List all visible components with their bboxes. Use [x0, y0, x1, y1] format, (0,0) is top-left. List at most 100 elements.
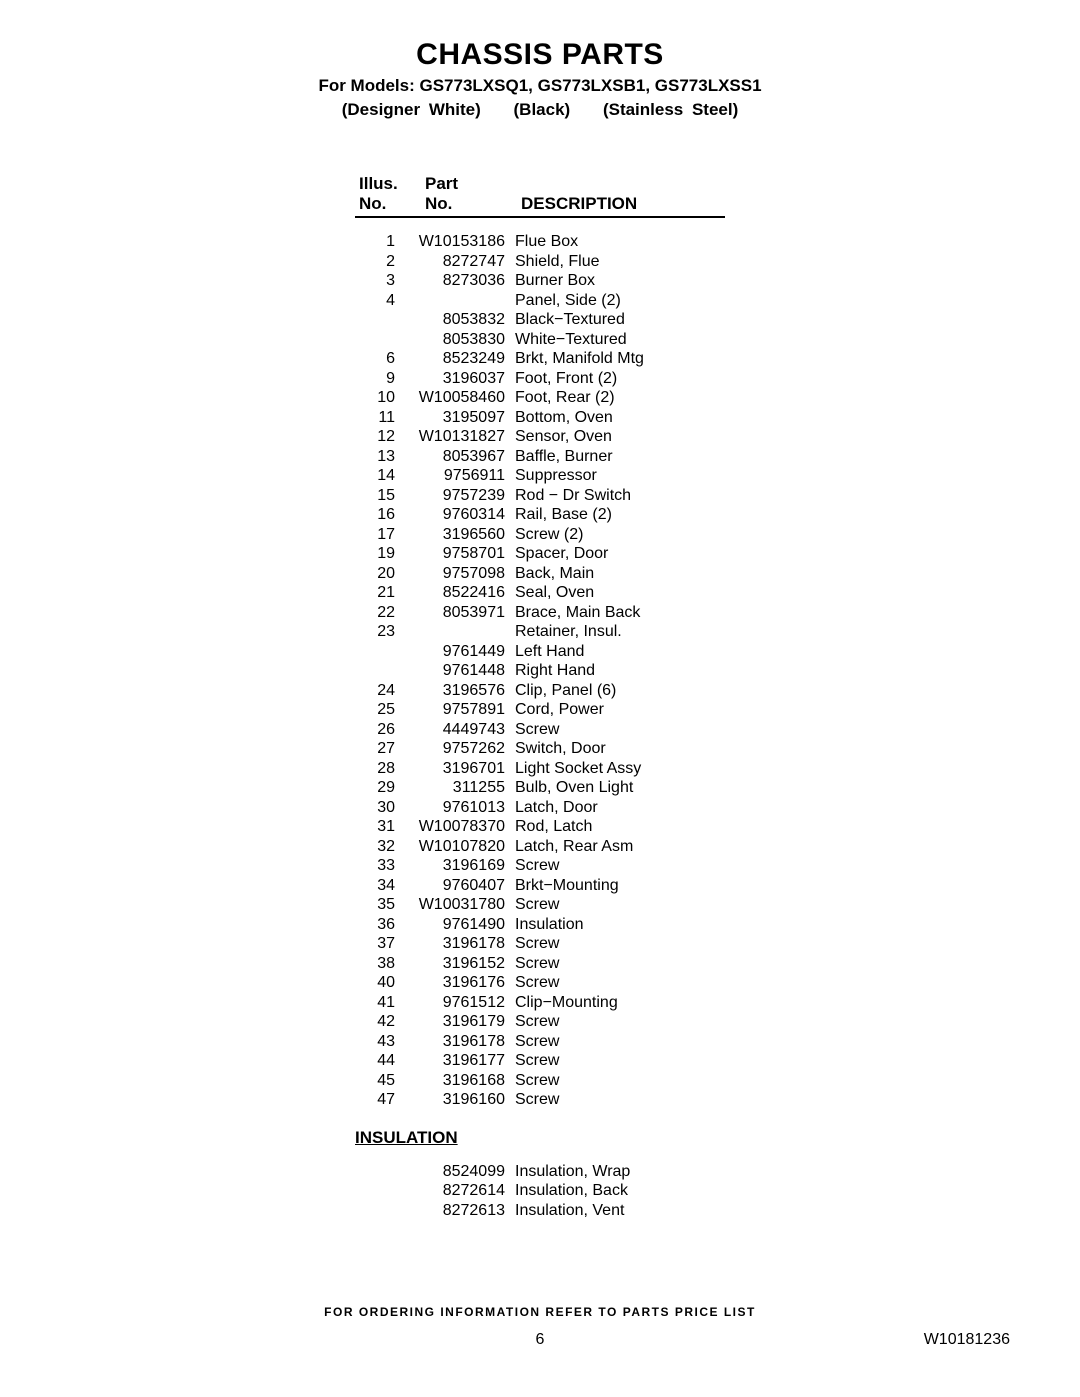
description-cell: Latch, Rear Asm — [515, 837, 725, 857]
part-no-cell: 311255 — [405, 778, 515, 798]
page-number: 6 — [0, 1331, 1080, 1349]
table-row: 433196178Screw — [355, 1032, 725, 1052]
models-subtitle: For Models: GS773LXSQ1, GS773LXSB1, GS77… — [0, 76, 1080, 96]
part-no-cell: 3196037 — [405, 369, 515, 389]
col-illus-header-1: Illus. — [355, 174, 405, 194]
document-id: W10181236 — [924, 1331, 1010, 1349]
table-row: 12W10131827Sensor, Oven — [355, 427, 725, 447]
description-cell: Screw — [515, 856, 725, 876]
col-desc-header: DESCRIPTION — [515, 194, 725, 214]
illus-no-cell: 16 — [355, 505, 405, 525]
description-cell: Retainer, Insul. — [515, 622, 725, 642]
illus-no-cell: 38 — [355, 954, 405, 974]
part-no-cell: 8522416 — [405, 583, 515, 603]
description-cell: Back, Main — [515, 564, 725, 584]
illus-no-cell: 9 — [355, 369, 405, 389]
part-no-cell: W10131827 — [405, 427, 515, 447]
illus-no-cell: 19 — [355, 544, 405, 564]
illus-no-cell: 32 — [355, 837, 405, 857]
illus-no-cell: 22 — [355, 603, 405, 623]
description-cell: Burner Box — [515, 271, 725, 291]
description-cell: Screw — [515, 720, 725, 740]
part-no-cell: 8524099 — [405, 1162, 515, 1182]
description-cell: Insulation, Wrap — [515, 1162, 725, 1182]
table-row: 9761449Left Hand — [355, 642, 725, 662]
table-row: 4Panel, Side (2) — [355, 291, 725, 311]
part-no-cell: W10153186 — [405, 232, 515, 252]
table-row: 259757891Cord, Power — [355, 700, 725, 720]
illus-no-cell: 20 — [355, 564, 405, 584]
part-no-cell: 3196701 — [405, 759, 515, 779]
part-no-cell: 3196177 — [405, 1051, 515, 1071]
part-no-cell: 9761449 — [405, 642, 515, 662]
col-illus-header-2: No. — [355, 194, 405, 214]
description-cell: Screw — [515, 1051, 725, 1071]
part-no-cell: 3196560 — [405, 525, 515, 545]
illus-no-cell: 12 — [355, 427, 405, 447]
part-no-cell: 9757239 — [405, 486, 515, 506]
part-no-cell: 8053832 — [405, 310, 515, 330]
part-no-cell: 8272613 — [405, 1201, 515, 1221]
page-title: CHASSIS PARTS — [0, 38, 1080, 72]
part-no-cell: W10058460 — [405, 388, 515, 408]
description-cell: Screw (2) — [515, 525, 725, 545]
description-cell: Insulation, Vent — [515, 1201, 725, 1221]
illus-no-cell: 17 — [355, 525, 405, 545]
description-cell: Screw — [515, 1012, 725, 1032]
table-row: 138053967Baffle, Burner — [355, 447, 725, 467]
table-row: 8053830White−Textured — [355, 330, 725, 350]
table-row: 218522416Seal, Oven — [355, 583, 725, 603]
illus-no-cell: 6 — [355, 349, 405, 369]
description-cell: Rod, Latch — [515, 817, 725, 837]
table-row: 423196179Screw — [355, 1012, 725, 1032]
description-cell: Screw — [515, 895, 725, 915]
description-cell: Bottom, Oven — [515, 408, 725, 428]
table-row: 453196168Screw — [355, 1071, 725, 1091]
description-cell: Seal, Oven — [515, 583, 725, 603]
description-cell: Flue Box — [515, 232, 725, 252]
illus-no-cell: 27 — [355, 739, 405, 759]
table-row: 93196037Foot, Front (2) — [355, 369, 725, 389]
description-cell: Screw — [515, 1071, 725, 1091]
description-cell: Screw — [515, 1032, 725, 1052]
table-row: 383196152Screw — [355, 954, 725, 974]
illus-no-cell: 15 — [355, 486, 405, 506]
description-cell: Spacer, Door — [515, 544, 725, 564]
table-row: 403196176Screw — [355, 973, 725, 993]
part-no-cell — [405, 291, 515, 311]
description-cell: Left Hand — [515, 642, 725, 662]
illus-no-cell — [355, 330, 405, 350]
illus-no-cell: 4 — [355, 291, 405, 311]
illus-no-cell: 21 — [355, 583, 405, 603]
table-row: 38273036Burner Box — [355, 271, 725, 291]
description-cell: Sensor, Oven — [515, 427, 725, 447]
illus-no-cell: 40 — [355, 973, 405, 993]
part-no-cell: 8272614 — [405, 1181, 515, 1201]
description-cell: Black−Textured — [515, 310, 725, 330]
table-row: 373196178Screw — [355, 934, 725, 954]
part-no-cell: 3195097 — [405, 408, 515, 428]
insulation-section-header: INSULATION — [355, 1128, 725, 1148]
table-row: 32W10107820Latch, Rear Asm — [355, 837, 725, 857]
illus-no-cell: 34 — [355, 876, 405, 896]
insulation-body: 8524099Insulation, Wrap8272614Insulation… — [355, 1162, 725, 1221]
description-cell: White−Textured — [515, 330, 725, 350]
description-cell: Clip−Mounting — [515, 993, 725, 1013]
part-no-cell: 3196168 — [405, 1071, 515, 1091]
table-row: 333196169Screw — [355, 856, 725, 876]
table-row: 29311255Bulb, Oven Light — [355, 778, 725, 798]
illus-no-cell: 10 — [355, 388, 405, 408]
description-cell: Brkt, Manifold Mtg — [515, 349, 725, 369]
part-no-cell: 4449743 — [405, 720, 515, 740]
part-no-cell: W10107820 — [405, 837, 515, 857]
part-no-cell: 3196160 — [405, 1090, 515, 1110]
table-row: 349760407Brkt−Mounting — [355, 876, 725, 896]
part-no-cell: 3196179 — [405, 1012, 515, 1032]
part-no-cell — [405, 622, 515, 642]
table-row: 8272613Insulation, Vent — [355, 1201, 725, 1221]
illus-no-cell: 43 — [355, 1032, 405, 1052]
description-cell: Right Hand — [515, 661, 725, 681]
table-row: 113195097Bottom, Oven — [355, 408, 725, 428]
description-cell: Rod − Dr Switch — [515, 486, 725, 506]
description-cell: Switch, Door — [515, 739, 725, 759]
